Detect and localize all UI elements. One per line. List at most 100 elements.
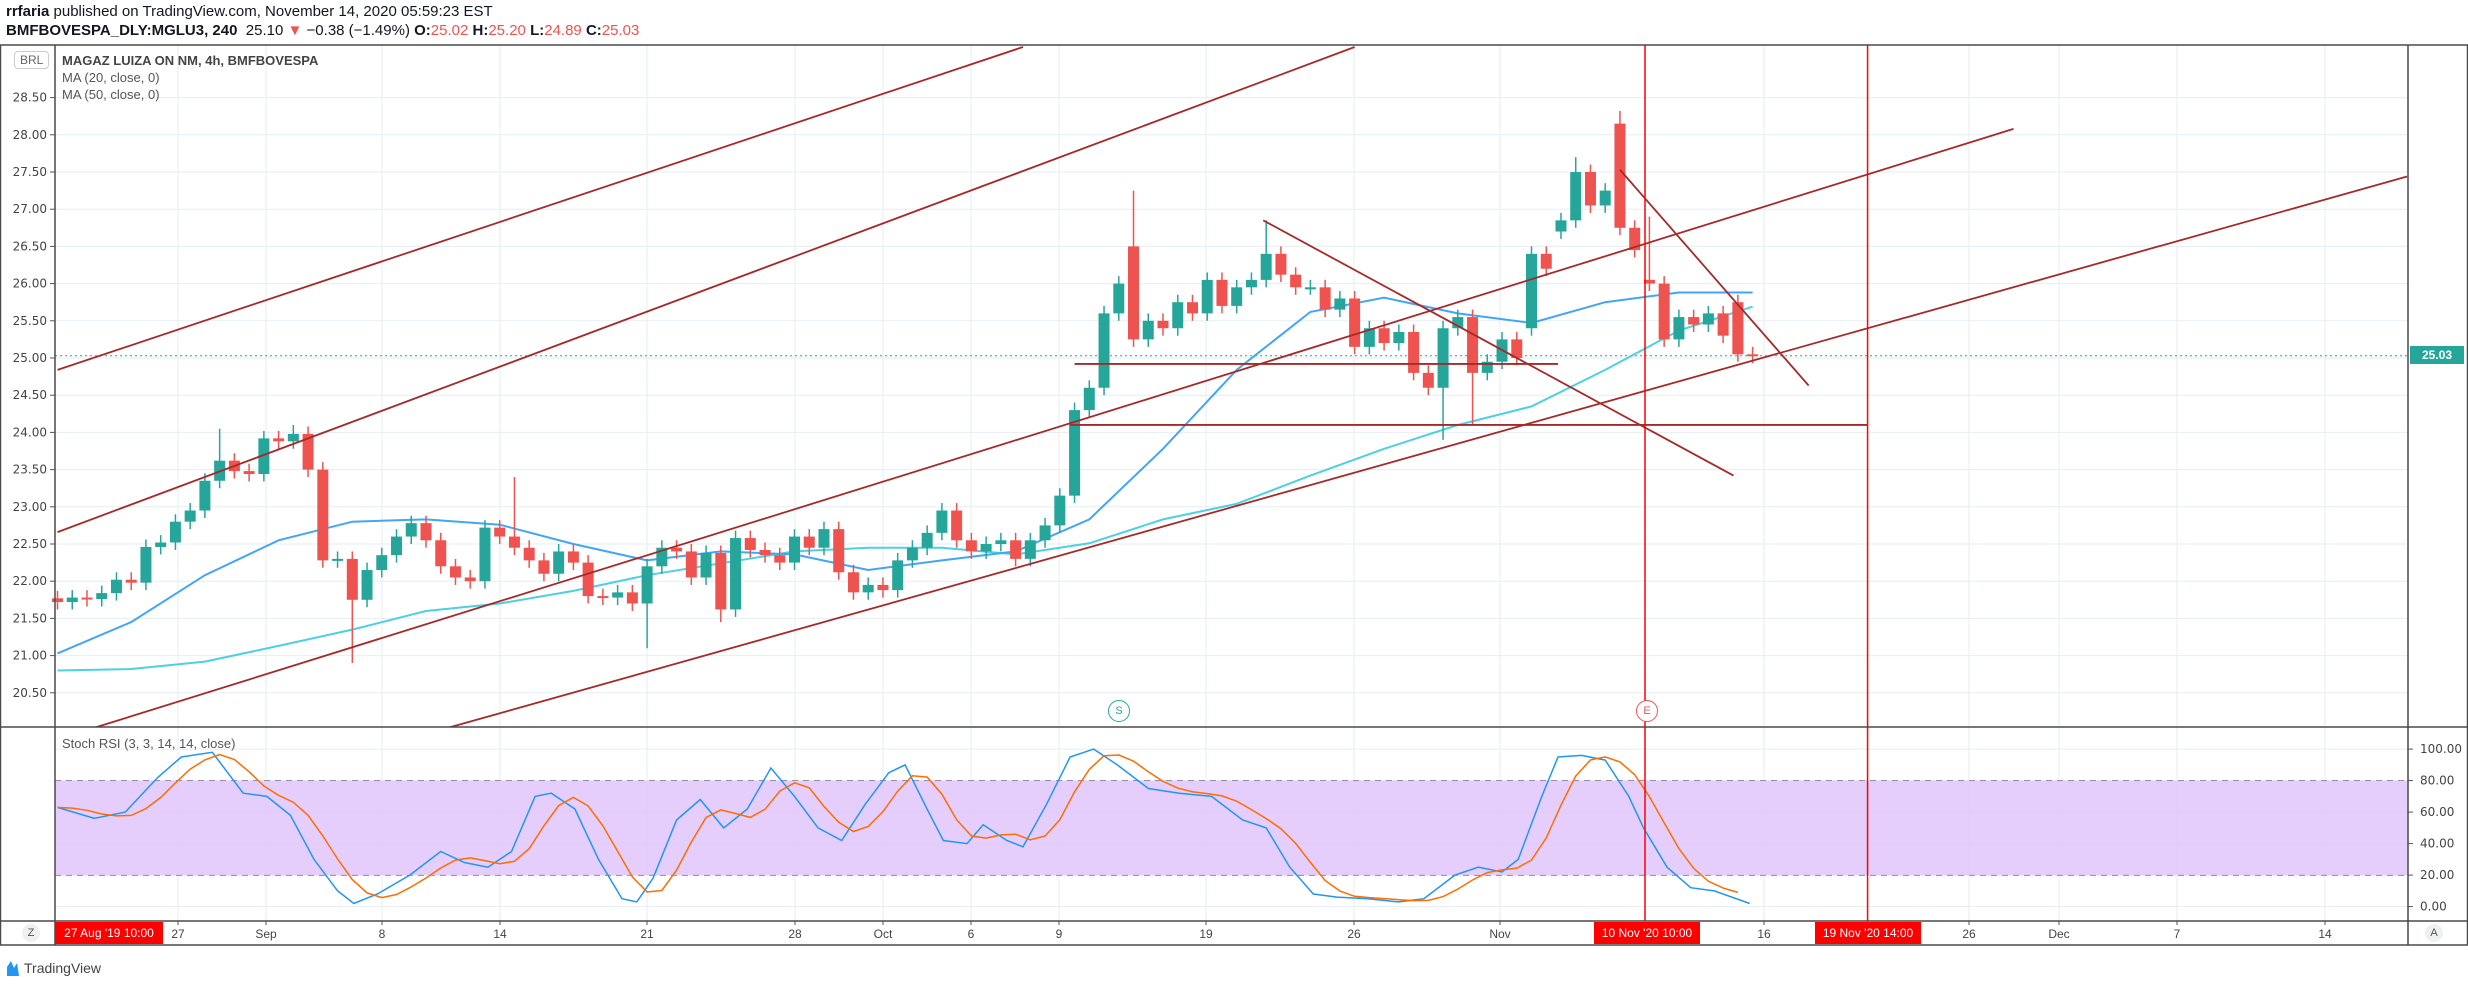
candle-down: [1157, 313, 1169, 336]
close-value: 25.03: [601, 22, 640, 39]
candle-up: [169, 514, 181, 550]
price-label: 21.00: [13, 649, 47, 663]
candle-body: [847, 572, 859, 593]
candle-up: [906, 540, 918, 568]
candle-down: [1643, 216, 1655, 292]
legend-ma20[interactable]: MA (20, close, 0): [62, 70, 160, 85]
candle-body: [656, 547, 668, 567]
candle-down: [1275, 246, 1287, 283]
candle-up: [140, 539, 152, 591]
candle-body: [1334, 298, 1346, 310]
time-label: 9: [1056, 927, 1063, 941]
price-label: 23.00: [13, 500, 47, 514]
time-label: 27: [171, 927, 185, 941]
candle-body: [730, 538, 742, 610]
low-label: L:: [530, 22, 545, 39]
time-highlight-vline2: 19 Nov '20 14:00: [1815, 922, 1921, 944]
candle-up: [1054, 488, 1066, 533]
time-label: 6: [968, 927, 975, 941]
candle-down: [420, 515, 432, 548]
candle-up: [391, 529, 403, 563]
candle-body: [435, 540, 447, 567]
candle-body: [1128, 246, 1140, 340]
candle-body: [1024, 540, 1036, 559]
legend-ma50[interactable]: MA (50, close, 0): [62, 87, 160, 102]
price-label: 28.00: [13, 128, 47, 142]
candle-down: [759, 542, 771, 563]
candle-up: [1142, 313, 1154, 347]
stoch-axis-label: 40.00: [2420, 837, 2454, 851]
candle-body: [1481, 361, 1493, 373]
time-axis[interactable]: 27 Sep 8 14 21 28 Oct 6 9 19 26 Nov 16 26 Dec 7 14: [171, 921, 2332, 941]
candle-body: [715, 552, 727, 610]
stoch-lines: [57, 748, 1750, 905]
candle-down: [965, 532, 977, 559]
trendline: [94, 127, 2014, 727]
candle-up: [730, 530, 742, 617]
candle-down: [833, 521, 845, 580]
candle-up: [199, 473, 211, 518]
candle-up: [818, 521, 830, 556]
price-label: 22.50: [13, 537, 47, 551]
currency-badge[interactable]: BRL: [14, 51, 50, 69]
candle-up: [1231, 279, 1243, 314]
candle-down: [1319, 279, 1331, 318]
candle-body: [1319, 287, 1331, 310]
legend-title: MAGAZ LUIZA ON NM, 4h, BMFBOVESPA: [62, 53, 319, 68]
time-label: 19: [1199, 927, 1213, 941]
price-label: 23.50: [13, 463, 47, 477]
candle-down: [523, 540, 535, 568]
candle-up: [110, 572, 122, 601]
candle-up: [376, 547, 388, 578]
candle-body: [1570, 172, 1582, 221]
tradingview-logo[interactable]: TradingView: [6, 959, 101, 977]
candle-up: [405, 515, 417, 544]
start-marker[interactable]: S: [1108, 700, 1130, 722]
time-highlight-start: 27 Aug '19 10:00: [55, 922, 163, 944]
end-marker[interactable]: E: [1636, 700, 1658, 722]
stoch-legend[interactable]: Stoch RSI (3, 3, 14, 14, close): [62, 736, 236, 751]
stoch-axis-label: 20.00: [2420, 868, 2454, 882]
price-label: 24.00: [13, 425, 47, 439]
candle-body: [405, 523, 417, 537]
price-label: 22.00: [13, 574, 47, 588]
stoch-axis[interactable]: 100.00 80.00 60.00 40.00 20.00 0.00: [2408, 742, 2462, 914]
candle-up: [96, 585, 108, 607]
candle-down: [243, 463, 255, 482]
candle-body: [1408, 331, 1420, 373]
candle-down: [317, 462, 329, 568]
price-label: 20.50: [13, 686, 47, 700]
price-label: 26.50: [13, 239, 47, 253]
candle-up: [66, 590, 78, 610]
stoch-d-line: [57, 753, 1739, 902]
candle-body: [1231, 287, 1243, 306]
candle-down: [1422, 365, 1434, 396]
time-label: 14: [493, 927, 507, 941]
candle-body: [1673, 317, 1685, 340]
candle-body: [1290, 274, 1302, 288]
candle-down: [715, 545, 727, 623]
candle-down: [744, 530, 756, 558]
candle-body: [892, 560, 904, 591]
candle-body: [1142, 320, 1154, 340]
trendlines[interactable]: [57, 46, 2408, 728]
candle-body: [376, 555, 388, 571]
candle-body: [538, 560, 550, 574]
moving-averages: [57, 291, 1753, 672]
zoom-button[interactable]: Z: [22, 924, 40, 942]
candle-body: [1349, 298, 1361, 347]
candle-up: [789, 529, 800, 571]
candle-body: [273, 438, 285, 442]
candle-body: [671, 547, 683, 552]
auto-scale-button[interactable]: A: [2425, 924, 2443, 942]
candle-up: [1245, 272, 1257, 295]
candle-body: [1275, 253, 1287, 275]
candle-down: [1614, 110, 1626, 236]
price-axis[interactable]: 28.50 28.00 27.50 27.00 26.50 26.00 25.50 25.00…: [13, 91, 55, 700]
candle-body: [582, 562, 594, 597]
candle-body: [1216, 279, 1228, 306]
candle-up: [1113, 276, 1125, 321]
candle-body: [567, 551, 579, 563]
author[interactable]: rrfaria: [6, 3, 50, 20]
